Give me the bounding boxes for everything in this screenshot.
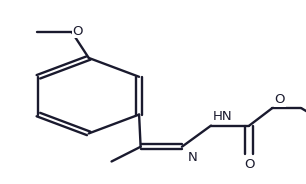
Text: HN: HN [213,110,232,123]
Text: O: O [244,158,255,171]
Text: O: O [275,93,285,106]
Text: N: N [188,151,197,164]
Text: O: O [72,25,83,38]
